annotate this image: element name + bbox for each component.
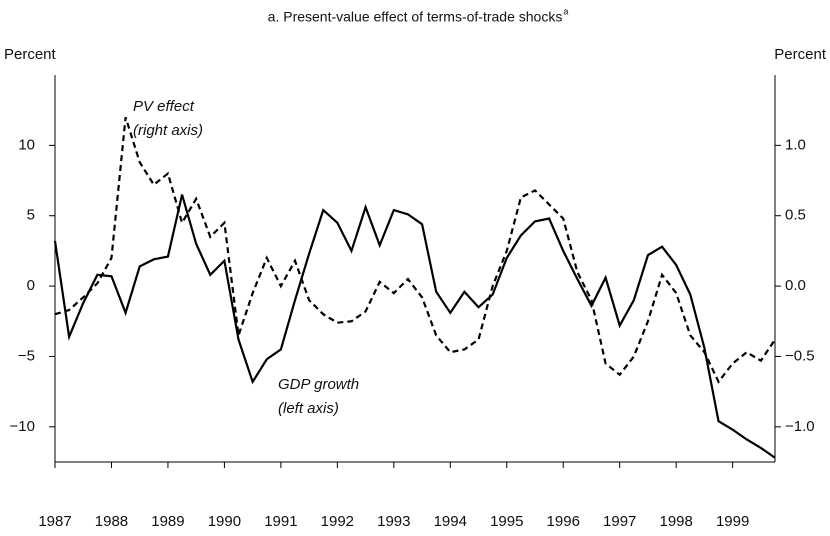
title-superscript: a [563, 6, 568, 16]
x-tick-label: 1987 [38, 513, 71, 530]
y2-tick-label: −1.0 [785, 418, 815, 435]
x-tick-label: 1989 [151, 513, 184, 530]
annotation: GDP growth [278, 376, 359, 393]
x-tick-label: 1997 [603, 513, 636, 530]
line-series [54, 116, 776, 384]
x-tick-label: 1996 [547, 513, 580, 530]
x-tick-label: 1991 [264, 513, 297, 530]
y-tick-label: −5 [18, 347, 35, 364]
x-tick-label: 1995 [490, 513, 523, 530]
annotation: (left axis) [278, 400, 339, 417]
annotation: (right axis) [133, 122, 203, 139]
y-tick-label: 0 [27, 277, 35, 294]
x-tick-label: 1993 [377, 513, 410, 530]
y-axis-label: Percent [4, 46, 57, 63]
x-tick-label: 1999 [716, 513, 749, 530]
y2-tick-label: −0.5 [785, 347, 815, 364]
y2-axis-label: Percent [774, 46, 827, 63]
x-tick-label: 1988 [95, 513, 128, 530]
x-tick-label: 1992 [321, 513, 354, 530]
y-tick-label: −10 [10, 418, 35, 435]
y-tick-label: 10 [18, 136, 35, 153]
y2-tick-label: 0.0 [785, 277, 806, 294]
y2-tick-label: 0.5 [785, 207, 806, 224]
y2-tick-label: 1.0 [785, 136, 806, 153]
y-tick-label: 5 [27, 207, 35, 224]
x-tick-label: 1994 [434, 513, 467, 530]
x-tick-label: 1998 [659, 513, 692, 530]
chart-title: a. Present-value effect of terms-of-trad… [268, 9, 563, 25]
line-series [53, 194, 776, 459]
x-tick-label: 1990 [208, 513, 241, 530]
annotation: PV effect [133, 98, 195, 115]
